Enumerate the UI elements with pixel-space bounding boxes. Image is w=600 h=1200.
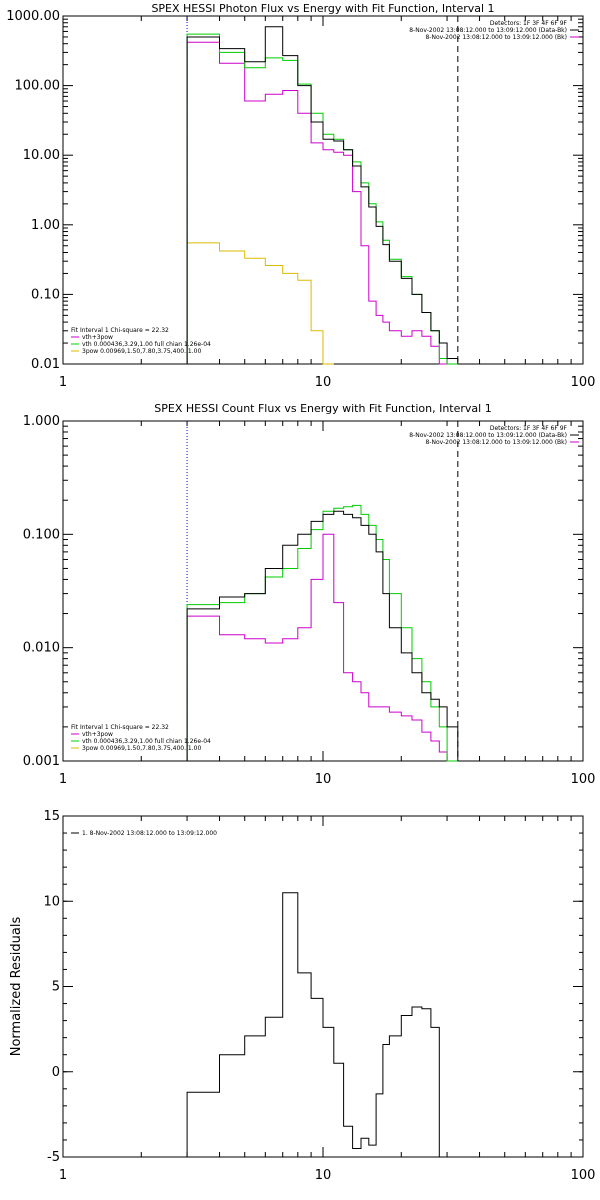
x-tick-label: 10 <box>315 772 332 787</box>
y-tick-label: 100.00 <box>15 79 61 94</box>
series-line <box>186 892 458 1158</box>
y-tick-label: 0.01 <box>31 357 60 372</box>
series-line <box>186 26 459 364</box>
x-tick-label: 1 <box>59 375 67 390</box>
x-tick-label: 100 <box>571 1168 596 1183</box>
legend-entry: 3pow 0.00969,1.50,7.80,3.75,400.,1.00 <box>82 348 201 355</box>
plot-frame <box>62 815 584 1158</box>
x-tick-label: 10 <box>315 375 332 390</box>
x-tick-label: 100 <box>571 375 596 390</box>
chart-title: SPEX HESSI Photon Flux vs Energy with Fi… <box>151 2 494 15</box>
chart-title: SPEX HESSI Count Flux vs Energy with Fit… <box>154 402 491 415</box>
y-tick-label: 1000.00 <box>6 9 60 24</box>
y-tick-label: -5 <box>47 1150 60 1165</box>
y-tick-label: 10.00 <box>23 148 60 163</box>
header-text: 8-Nov-2002 13:08:12.000 to 13:09:12.000 … <box>425 34 567 41</box>
y-tick-label: 0.001 <box>23 754 60 769</box>
x-tick-label: 100 <box>571 772 596 787</box>
y-tick-label: 0 <box>52 1065 60 1080</box>
x-tick-label: 10 <box>315 1168 332 1183</box>
header-text: 8-Nov-2002 13:08:12.000 to 13:09:12.000 … <box>409 432 567 439</box>
series-line <box>186 41 458 365</box>
series-line <box>186 33 458 365</box>
legend-entry: vth 0.000436,3.29,1.00 full chian 1.26e-… <box>82 738 211 745</box>
series-line <box>186 242 334 365</box>
y-tick-label: 0.10 <box>31 287 60 302</box>
y-axis-label: Normalized Residuals <box>9 917 24 1057</box>
legend-entry: 3pow 0.00969,1.50,7.80,3.75,400.,1.00 <box>82 745 201 752</box>
series-line <box>186 504 458 762</box>
legend-entry: vth+3pow <box>82 334 113 341</box>
y-tick-label: 1.000 <box>23 414 60 429</box>
y-tick-label: 10 <box>43 894 60 909</box>
legend-header: Fit Interval 1 Chi-square = 22.32 <box>71 724 169 731</box>
series-line <box>186 533 458 762</box>
legend-entry: vth+3pow <box>82 731 113 738</box>
y-tick-label: 5 <box>52 980 60 995</box>
header-text: 8-Nov-2002 13:08:12.000 to 13:09:12.000 … <box>425 439 567 446</box>
legend-entry: vth 0.000436,3.29,1.00 full chian 1.26e-… <box>82 341 211 348</box>
legend-entry: 1. 8-Nov-2002 13:08:12.000 to 13:09:12.0… <box>82 830 217 837</box>
plot-frame <box>62 420 584 762</box>
x-tick-label: 1 <box>59 1168 67 1183</box>
y-tick-label: 0.100 <box>23 527 60 542</box>
x-tick-label: 1 <box>59 772 67 787</box>
header-text: 8-Nov-2002 13:08:12.000 to 13:09:12.000 … <box>409 27 567 34</box>
y-tick-label: 1.00 <box>31 218 60 233</box>
series-line <box>186 510 459 761</box>
header-text: Detectors: 1F 3F 4F 6F 9F <box>490 20 568 27</box>
header-text: Detectors: 1F 3F 4F 6F 9F <box>490 425 568 432</box>
y-tick-label: 15 <box>43 809 60 824</box>
y-tick-label: 0.010 <box>23 641 60 656</box>
legend-header: Fit Interval 1 Chi-square = 22.32 <box>71 327 169 334</box>
plot-frame <box>62 15 584 365</box>
